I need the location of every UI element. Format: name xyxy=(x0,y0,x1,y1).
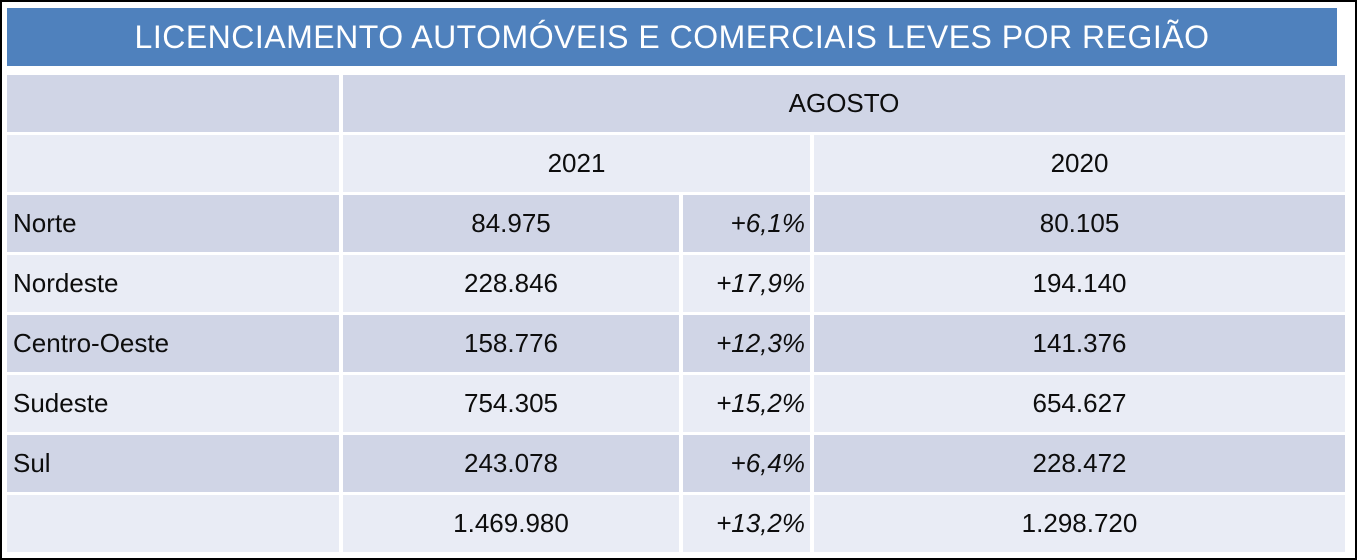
region-label: Sul xyxy=(7,435,339,492)
change-pct: +13,2% xyxy=(683,495,810,552)
corner-cell-years xyxy=(7,135,339,192)
table-row-nordeste: Nordeste 228.846 +17,9% 194.140 xyxy=(7,255,1346,312)
year-2020-header: 2020 xyxy=(814,135,1346,192)
change-pct: +15,2% xyxy=(683,375,810,432)
value-2020: 654.627 xyxy=(814,375,1346,432)
month-header: AGOSTO xyxy=(343,75,1346,132)
title-bar: LICENCIAMENTO AUTOMÓVEIS E COMERCIAIS LE… xyxy=(7,8,1337,66)
change-pct: +6,1% xyxy=(683,195,810,252)
change-pct: +6,4% xyxy=(683,435,810,492)
value-2021: 158.776 xyxy=(343,315,679,372)
page-title: LICENCIAMENTO AUTOMÓVEIS E COMERCIAIS LE… xyxy=(134,18,1210,55)
year-2021-header: 2021 xyxy=(343,135,810,192)
region-label: Nordeste xyxy=(7,255,339,312)
value-2020: 1.298.720 xyxy=(814,495,1346,552)
corner-cell-top xyxy=(7,75,339,132)
value-2021: 228.846 xyxy=(343,255,679,312)
table-row-total: 1.469.980 +13,2% 1.298.720 xyxy=(7,495,1346,552)
licensing-table: AGOSTO 2021 2020 Norte 84.975 +6,1% 80.1… xyxy=(3,72,1349,555)
value-2021: 243.078 xyxy=(343,435,679,492)
region-label: Norte xyxy=(7,195,339,252)
value-2021: 84.975 xyxy=(343,195,679,252)
table-row-centro-oeste: Centro-Oeste 158.776 +12,3% 141.376 xyxy=(7,315,1346,372)
region-label: Sudeste xyxy=(7,375,339,432)
change-pct: +12,3% xyxy=(683,315,810,372)
value-2020: 228.472 xyxy=(814,435,1346,492)
table-row-sudeste: Sudeste 754.305 +15,2% 654.627 xyxy=(7,375,1346,432)
year-header-row: 2021 2020 xyxy=(7,135,1346,192)
month-header-row: AGOSTO xyxy=(7,75,1346,132)
value-2020: 194.140 xyxy=(814,255,1346,312)
region-label xyxy=(7,495,339,552)
change-pct: +17,9% xyxy=(683,255,810,312)
table-row-sul: Sul 243.078 +6,4% 228.472 xyxy=(7,435,1346,492)
value-2021: 754.305 xyxy=(343,375,679,432)
region-label: Centro-Oeste xyxy=(7,315,339,372)
value-2020: 141.376 xyxy=(814,315,1346,372)
table-row-norte: Norte 84.975 +6,1% 80.105 xyxy=(7,195,1346,252)
value-2020: 80.105 xyxy=(814,195,1346,252)
value-2021: 1.469.980 xyxy=(343,495,679,552)
